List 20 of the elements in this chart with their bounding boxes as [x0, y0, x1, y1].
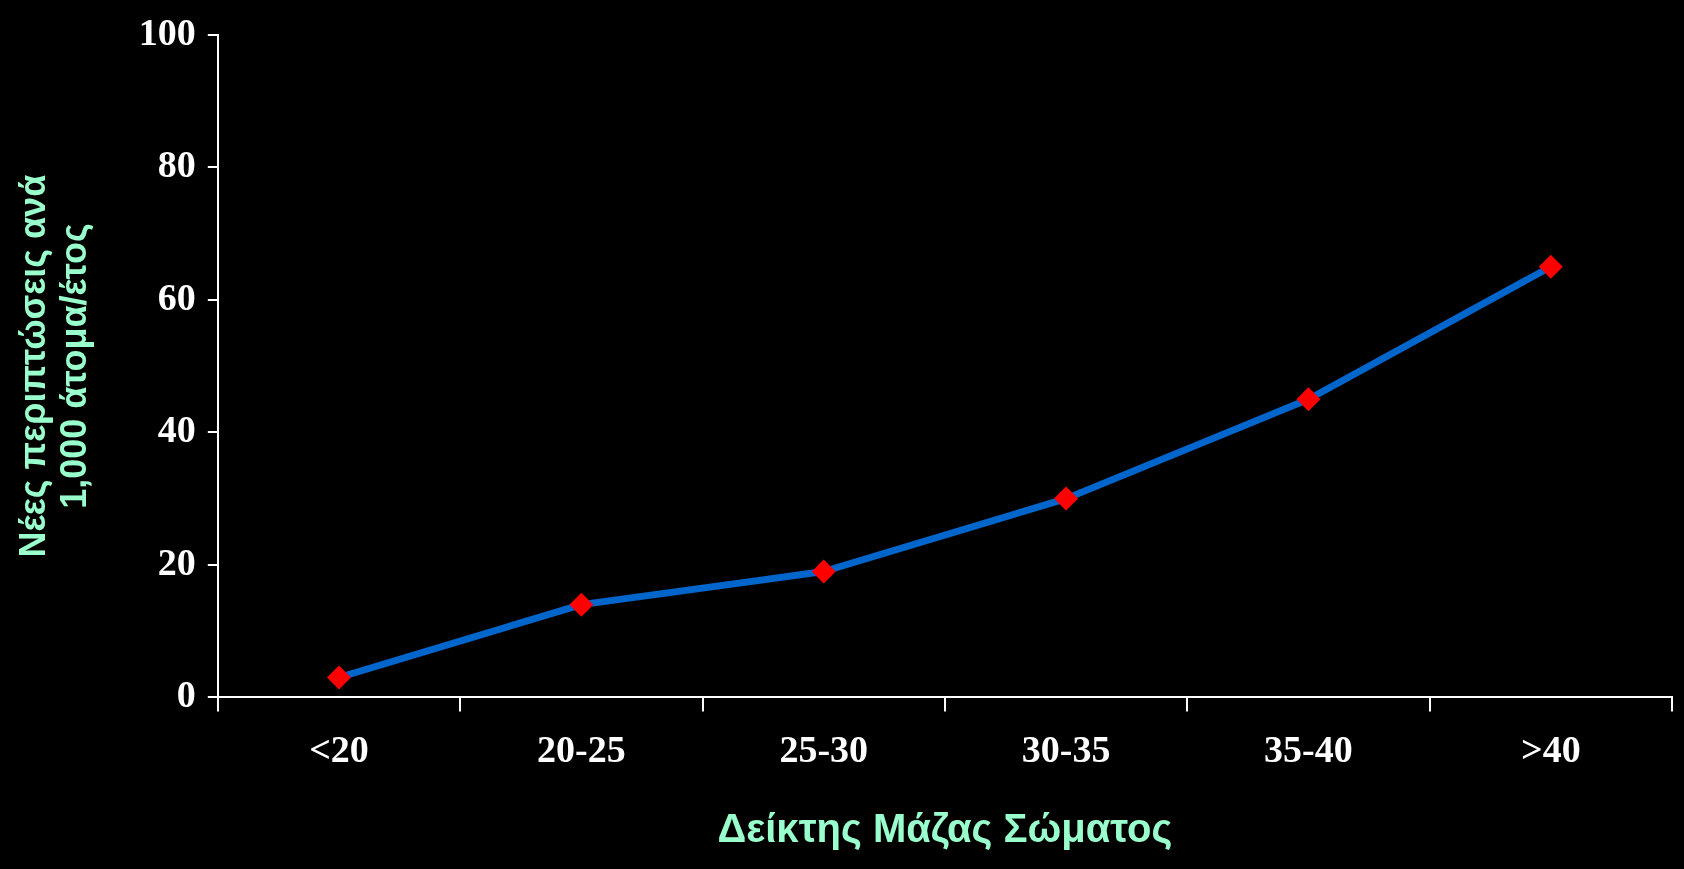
y-tick-label: 80 [157, 143, 196, 186]
x-tick-label: 35-40 [1264, 728, 1353, 771]
point [1538, 254, 1563, 279]
y-tick-label: 60 [157, 275, 196, 318]
x-axis-title: Δείκτης Μάζας Σώματος [717, 806, 1173, 852]
point [569, 592, 594, 617]
y-axis-title: Νέες περιπτώσεις ανά 1,000 άτομα/έτος [11, 174, 95, 558]
y-tick-label: 0 [176, 673, 196, 716]
point [326, 665, 351, 690]
point [1296, 387, 1321, 412]
x-tick-label: >40 [1520, 728, 1581, 771]
point [1054, 486, 1079, 511]
y-tick-label: 100 [138, 10, 196, 53]
x-tick-label: <20 [309, 728, 369, 771]
y-tick-label: 40 [157, 408, 196, 451]
x-tick-label: 30-35 [1021, 728, 1111, 771]
x-tick-label: 20-25 [537, 728, 626, 771]
y-tick-label: 20 [157, 540, 196, 583]
point [811, 559, 836, 584]
x-tick-label: 25-30 [779, 728, 869, 771]
